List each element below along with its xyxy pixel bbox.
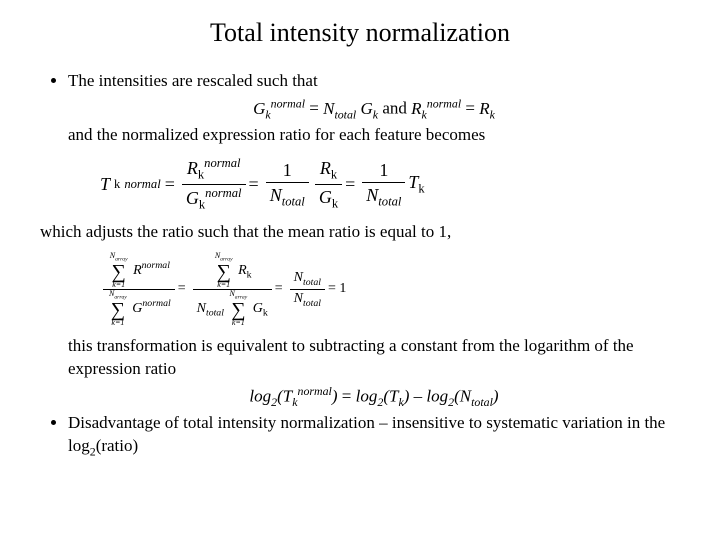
line-transformation: this transformation is equivalent to sub…: [40, 335, 680, 381]
eq-rescale: Gknormal = Ntotal Gk and Rknormal = Rk: [40, 95, 680, 122]
bullet-disadvantage: Disadvantage of total intensity normaliz…: [68, 412, 680, 459]
bullet1-text: The intensities are rescaled such that: [68, 71, 318, 90]
slide: Total intensity normalization The intens…: [0, 0, 720, 482]
line-mean-ratio: which adjusts the ratio such that the me…: [40, 221, 680, 244]
slide-body: The intensities are rescaled such that G…: [40, 70, 680, 460]
line-normalized: and the normalized expression ratio for …: [40, 124, 680, 147]
bullet-intensities: The intensities are rescaled such that: [68, 70, 680, 93]
equation-sums: Narray∑k=1 Rnormal Narray∑k=1 Gnormal = …: [100, 252, 680, 327]
equation-tk: Tknormal = Rknormal Gknormal = 1 Ntotal …: [100, 155, 680, 213]
eq-log: log2(Tknormal) = log2(Tk) – log2(Ntotal): [40, 383, 680, 410]
slide-title: Total intensity normalization: [40, 18, 680, 48]
